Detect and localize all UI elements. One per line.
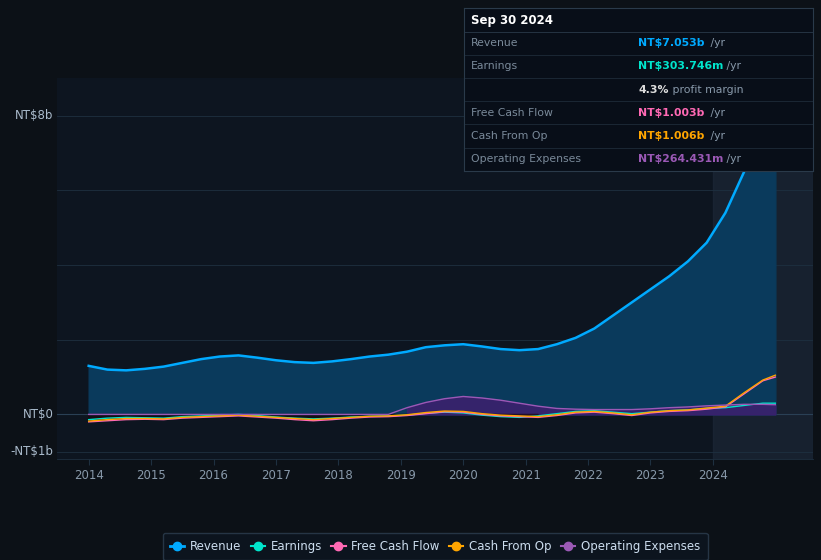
Text: NT$1.003b: NT$1.003b <box>639 108 704 118</box>
Legend: Revenue, Earnings, Free Cash Flow, Cash From Op, Operating Expenses: Revenue, Earnings, Free Cash Flow, Cash … <box>163 533 708 560</box>
Text: Sep 30 2024: Sep 30 2024 <box>471 13 553 26</box>
Text: NT$7.053b: NT$7.053b <box>639 38 704 48</box>
Text: NT$0: NT$0 <box>23 408 53 421</box>
Text: Operating Expenses: Operating Expenses <box>471 154 580 164</box>
Text: /yr: /yr <box>708 38 726 48</box>
Text: /yr: /yr <box>708 131 726 141</box>
Text: Cash From Op: Cash From Op <box>471 131 548 141</box>
Bar <box>713 78 813 459</box>
Text: 4.3%: 4.3% <box>639 85 669 95</box>
Text: Free Cash Flow: Free Cash Flow <box>471 108 553 118</box>
Text: NT$1.006b: NT$1.006b <box>639 131 704 141</box>
Text: /yr: /yr <box>708 108 726 118</box>
Text: profit margin: profit margin <box>669 85 744 95</box>
Text: NT$303.746m: NT$303.746m <box>639 62 723 72</box>
Text: NT$8b: NT$8b <box>16 109 53 122</box>
Text: /yr: /yr <box>722 154 741 164</box>
Text: /yr: /yr <box>722 62 741 72</box>
Text: NT$264.431m: NT$264.431m <box>639 154 723 164</box>
Text: Revenue: Revenue <box>471 38 518 48</box>
Text: -NT$1b: -NT$1b <box>11 445 53 458</box>
Text: Earnings: Earnings <box>471 62 518 72</box>
